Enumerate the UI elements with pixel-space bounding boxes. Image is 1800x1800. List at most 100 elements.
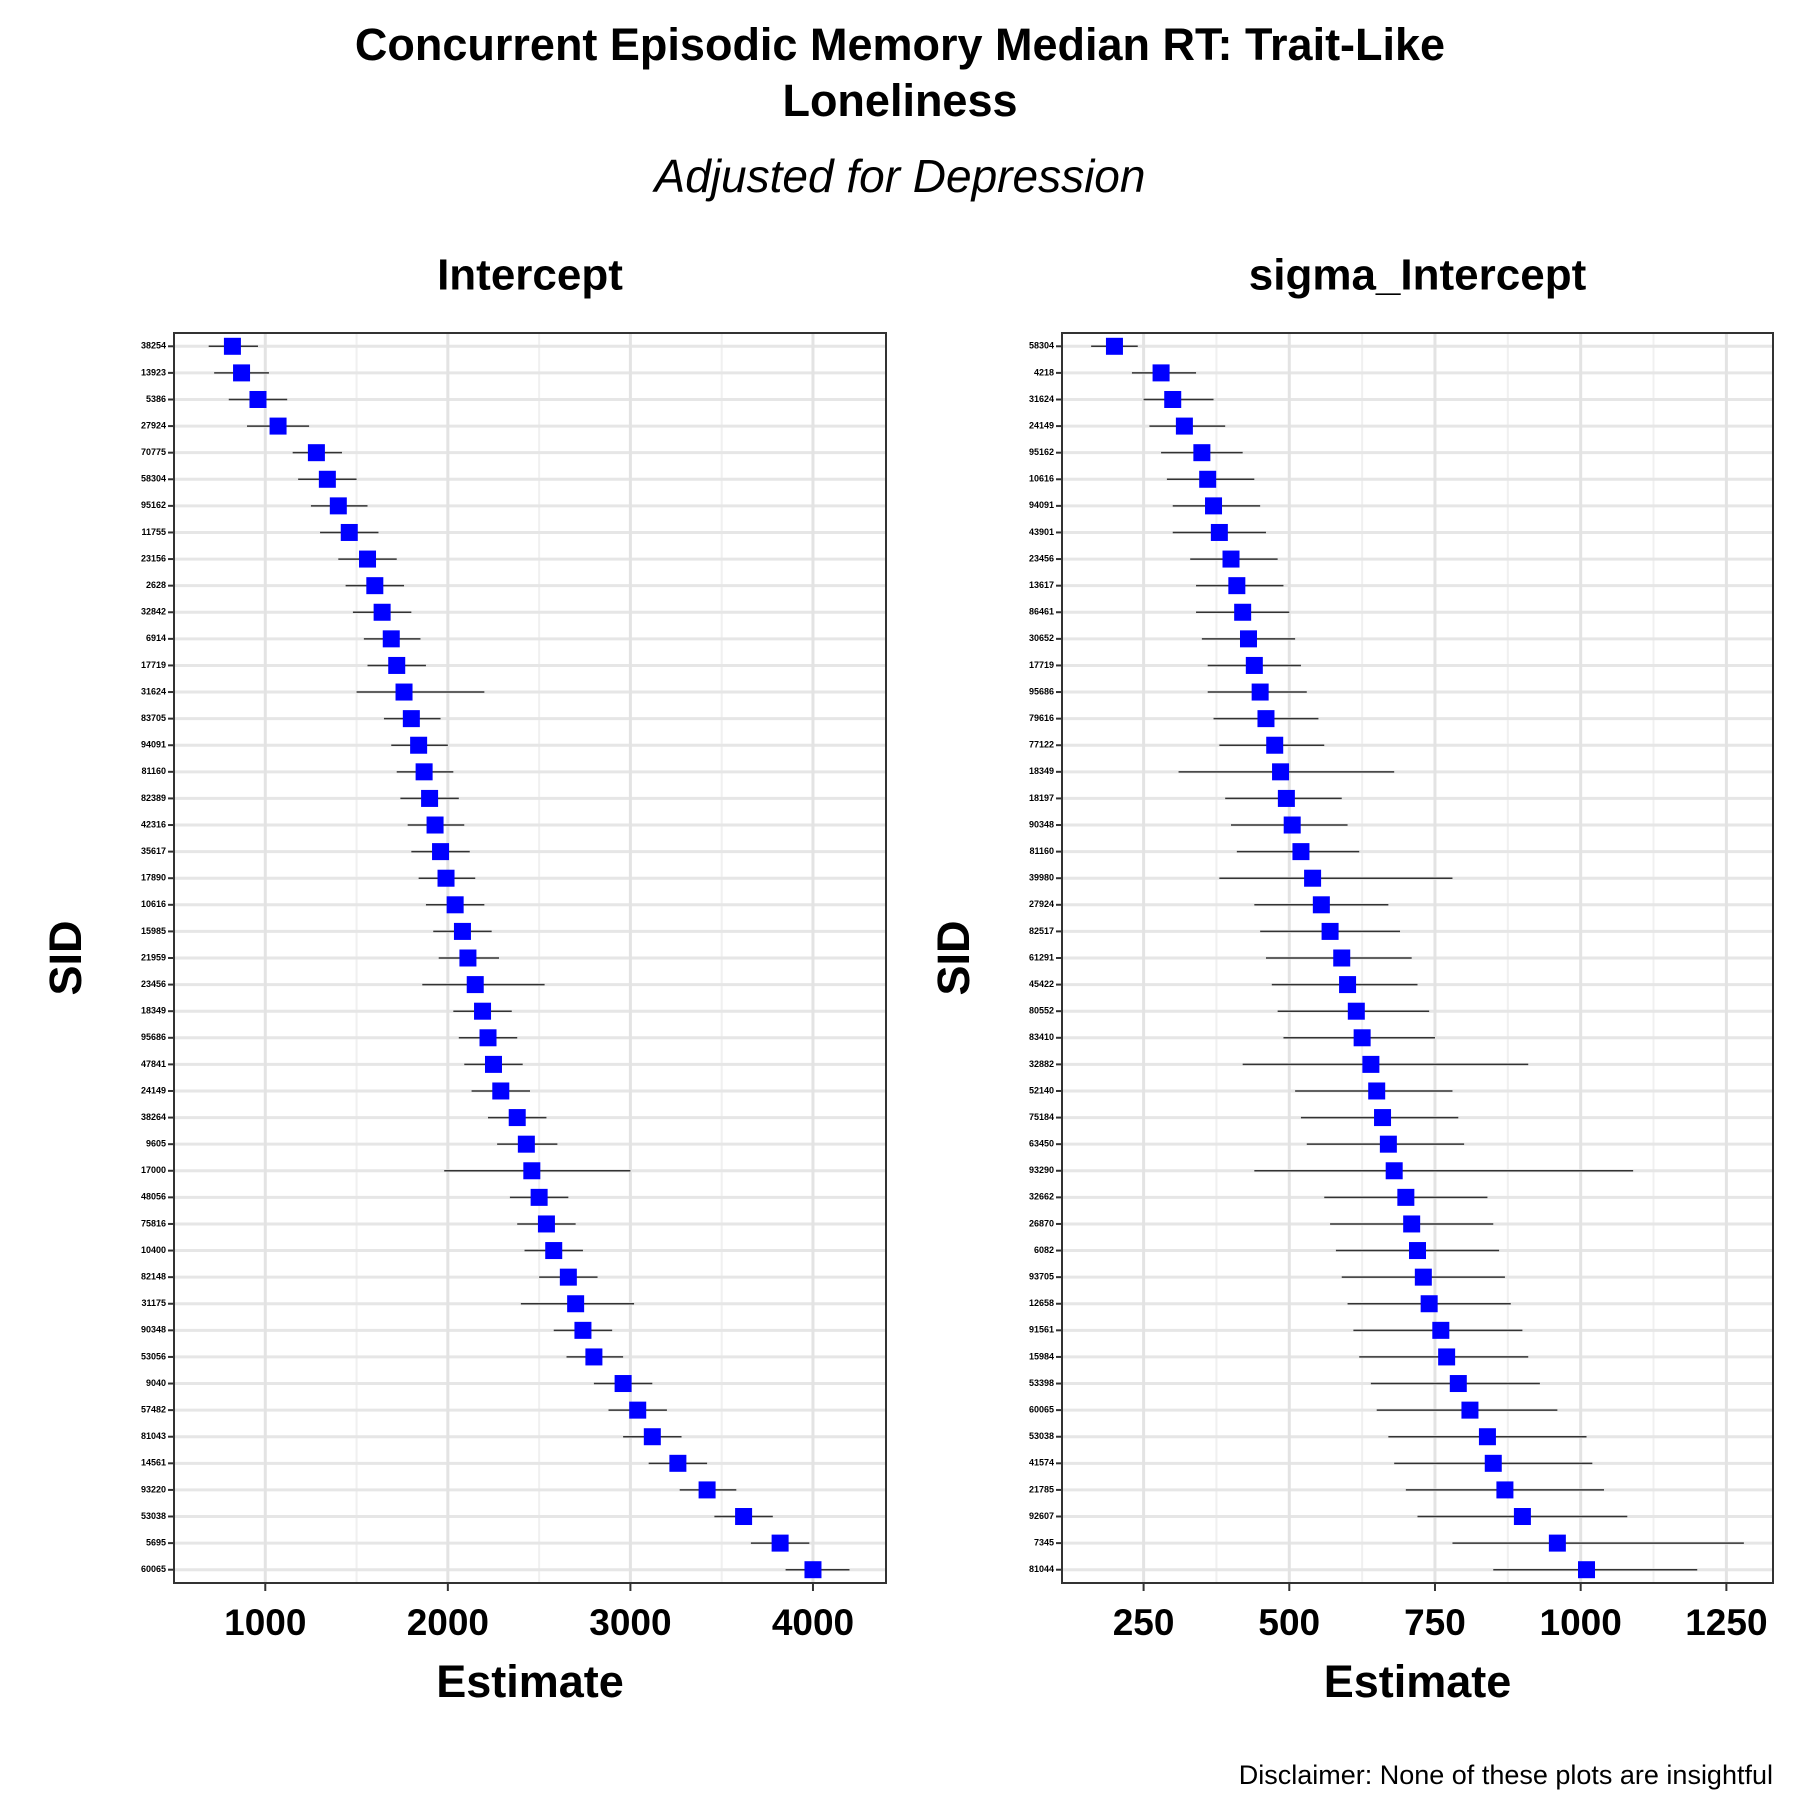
- y-tick-label: 94091: [141, 740, 166, 750]
- point: [1277, 789, 1295, 807]
- point: [1312, 896, 1330, 914]
- y-tick-label: 30652: [1029, 633, 1054, 643]
- y-tick-label: 70775: [141, 447, 166, 457]
- x-tick-label: 1000: [224, 1602, 306, 1643]
- point: [366, 577, 384, 595]
- point: [382, 630, 400, 648]
- y-tick-label: 53038: [141, 1511, 166, 1521]
- y-tick-label: 58304: [141, 474, 166, 484]
- y-tick-label: 95686: [1029, 686, 1054, 696]
- point: [479, 1029, 497, 1047]
- point: [1513, 1508, 1531, 1526]
- point: [1239, 630, 1257, 648]
- y-tick-label: 27924: [141, 420, 166, 430]
- point: [1152, 364, 1170, 382]
- y-tick-label: 90348: [141, 1325, 166, 1335]
- y-tick-label: 15984: [1029, 1351, 1054, 1361]
- point: [508, 1109, 526, 1127]
- point: [1432, 1321, 1450, 1339]
- point: [233, 364, 251, 382]
- point: [1193, 444, 1211, 462]
- y-tick-label: 90348: [1029, 819, 1054, 829]
- y-tick-label: 83410: [1029, 1032, 1054, 1042]
- y-tick-label: 83705: [141, 713, 166, 723]
- y-tick-label: 24149: [141, 1085, 166, 1095]
- y-tick-label: 23156: [141, 553, 166, 563]
- point: [1397, 1188, 1415, 1206]
- point: [1438, 1348, 1456, 1366]
- point: [1228, 577, 1246, 595]
- y-tick-label: 82389: [141, 793, 166, 803]
- y-tick-label: 80552: [1029, 1006, 1054, 1016]
- point: [1164, 390, 1182, 408]
- x-axis-title: Estimate: [436, 1656, 624, 1707]
- y-tick-label: 6914: [146, 633, 166, 643]
- y-axis-title: SID: [40, 920, 91, 995]
- point: [1578, 1561, 1596, 1579]
- point: [459, 949, 477, 967]
- y-tick-label: 6082: [1034, 1245, 1054, 1255]
- y-tick-label: 18197: [1029, 793, 1054, 803]
- point: [1484, 1454, 1502, 1472]
- point: [530, 1188, 548, 1206]
- y-tick-label: 18349: [141, 1006, 166, 1016]
- point: [1266, 736, 1284, 754]
- y-tick-label: 9605: [146, 1139, 166, 1149]
- point: [359, 550, 377, 568]
- point: [517, 1135, 535, 1153]
- y-tick-label: 21959: [141, 952, 166, 962]
- point: [1478, 1428, 1496, 1446]
- y-tick-label: 13923: [141, 367, 166, 377]
- y-tick-label: 53038: [1029, 1431, 1054, 1441]
- x-tick-label: 750: [1404, 1602, 1466, 1643]
- y-tick-label: 53056: [141, 1351, 166, 1361]
- point: [410, 736, 428, 754]
- point: [643, 1428, 661, 1446]
- y-tick-label: 2628: [146, 580, 166, 590]
- point: [1245, 656, 1263, 674]
- point: [735, 1508, 753, 1526]
- point: [269, 417, 287, 435]
- point: [421, 789, 439, 807]
- point: [1222, 550, 1240, 568]
- point: [545, 1242, 563, 1260]
- y-tick-label: 75816: [141, 1218, 166, 1228]
- y-tick-label: 48056: [141, 1192, 166, 1202]
- point: [329, 497, 347, 515]
- point: [1449, 1375, 1467, 1393]
- x-tick-label: 500: [1258, 1602, 1320, 1643]
- y-tick-label: 58304: [1029, 341, 1054, 351]
- y-tick-label: 38254: [141, 341, 166, 351]
- y-tick-label: 43901: [1029, 527, 1054, 537]
- point: [559, 1268, 577, 1286]
- point: [1385, 1162, 1403, 1180]
- y-tick-label: 17719: [141, 660, 166, 670]
- y-tick-label: 14561: [141, 1458, 166, 1468]
- y-tick-label: 86461: [1029, 607, 1054, 617]
- point: [1304, 869, 1322, 887]
- point: [1210, 523, 1228, 541]
- point: [669, 1454, 687, 1472]
- point: [1105, 337, 1123, 355]
- point: [585, 1348, 603, 1366]
- y-tick-label: 47841: [141, 1059, 166, 1069]
- y-tick-label: 77122: [1029, 740, 1054, 750]
- point: [249, 390, 267, 408]
- point: [1339, 976, 1357, 994]
- y-tick-label: 31175: [141, 1298, 166, 1308]
- point: [1199, 470, 1217, 488]
- point: [1321, 922, 1339, 940]
- y-tick-label: 57482: [141, 1405, 166, 1415]
- y-tick-label: 23456: [141, 979, 166, 989]
- point: [523, 1162, 541, 1180]
- y-tick-label: 13617: [1029, 580, 1054, 590]
- x-axis-title: Estimate: [1324, 1656, 1512, 1707]
- point: [1292, 843, 1310, 861]
- point: [1461, 1401, 1479, 1419]
- y-tick-label: 60065: [1029, 1405, 1054, 1415]
- point: [629, 1401, 647, 1419]
- point: [446, 896, 464, 914]
- panel-border: [1061, 332, 1774, 1584]
- point: [1272, 763, 1290, 781]
- point: [1205, 497, 1223, 515]
